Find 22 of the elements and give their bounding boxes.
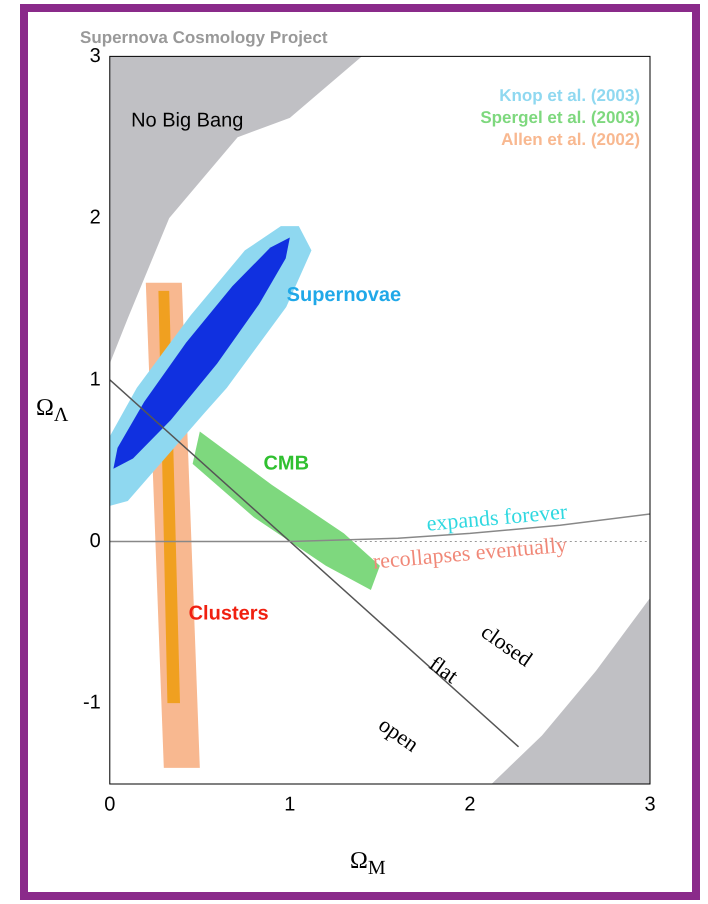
text: Spergel et al. (2003) <box>480 108 640 128</box>
x-tick-label: 0 <box>104 794 116 816</box>
text: Allen et al. (2002) <box>501 130 640 150</box>
text: Knop et al. (2003) <box>499 86 640 106</box>
x-axis-title: Ω$_{M}$ <box>350 848 386 880</box>
annotation: expands forever <box>425 498 569 536</box>
annotation: open <box>374 712 424 757</box>
y-tick-label: -1 <box>82 692 101 714</box>
y-axis-title: Ω$_{Λ}$ <box>36 395 68 427</box>
annotation: Supernovae <box>286 284 402 306</box>
annotation: No Big Bang <box>131 110 244 132</box>
y-tick-label: 1 <box>90 368 101 390</box>
annotation: Clusters <box>188 602 269 625</box>
y-tick-label: 0 <box>90 530 101 552</box>
x-tick-label: 3 <box>644 794 656 816</box>
x-tick-label: 1 <box>284 794 296 816</box>
chart-title: Supernova Cosmology Project <box>80 28 328 47</box>
x-tick-label: 2 <box>464 794 476 816</box>
annotation: flat <box>424 650 464 688</box>
y-tick-label: 2 <box>90 206 101 229</box>
annotation: CMB <box>263 452 310 474</box>
y-tick-label: 3 <box>90 44 101 67</box>
